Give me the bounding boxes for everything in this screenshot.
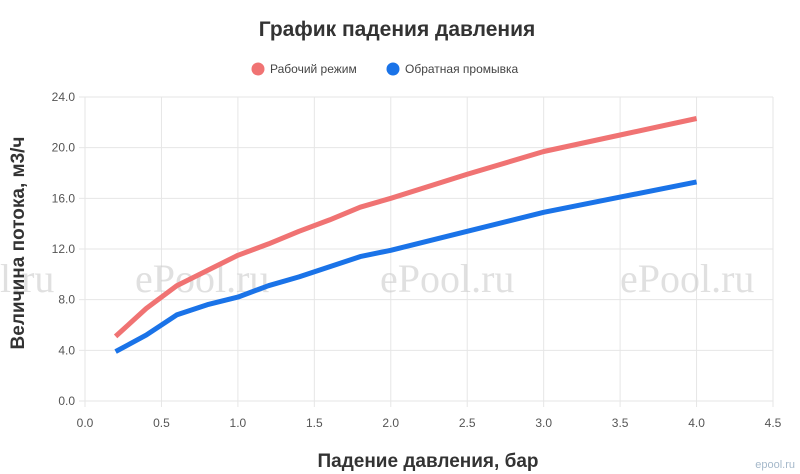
corner-watermark: epool.ru [755, 459, 795, 471]
y-tick-label: 0.0 [58, 394, 75, 408]
grid [79, 96, 774, 407]
x-tick-label: 3.0 [535, 416, 552, 430]
y-tick-label: 16.0 [52, 191, 76, 205]
tick-labels: 0.0 0.5 1.0 1.5 2.0 2.5 3.0 3.5 4.0 4.5 0.0 4.0 8.0 1… [52, 90, 782, 430]
series-layer [113, 116, 698, 354]
legend-label-2: Обратная промывка [405, 62, 519, 76]
x-tick-label: 2.0 [382, 416, 399, 430]
x-tick-label: 1.0 [230, 416, 247, 430]
x-tick-label: 4.5 [765, 416, 782, 430]
series-line-1 [113, 116, 698, 339]
x-tick-label: 4.0 [688, 416, 705, 430]
watermark-text: ePool.ru [620, 256, 754, 301]
y-tick-label: 12.0 [52, 242, 76, 256]
x-tick-label: 3.5 [612, 416, 629, 430]
y-axis-title: Величина потока, м3/ч [8, 137, 29, 350]
x-axis-title: Падение давления, бар [317, 451, 538, 472]
y-tick-label: 24.0 [52, 90, 76, 104]
watermark-partial: l.ru [0, 256, 54, 301]
y-tick-label: 4.0 [58, 343, 75, 357]
legend-label-1: Рабочий режим [270, 62, 357, 76]
x-tick-label: 0.5 [153, 416, 170, 430]
x-tick-label: 0.0 [77, 416, 94, 430]
chart-title: График падения давления [259, 18, 536, 41]
y-tick-label: 20.0 [52, 141, 76, 155]
legend-marker-2 [386, 62, 400, 76]
series-line-2 [114, 179, 698, 354]
legend-marker-1 [251, 62, 265, 76]
watermark-text: ePool.ru [380, 256, 514, 301]
x-tick-label: 1.5 [306, 416, 323, 430]
y-tick-label: 8.0 [58, 293, 75, 307]
legend: Рабочий режим Обратная промывка [251, 62, 519, 76]
x-tick-label: 2.5 [459, 416, 476, 430]
